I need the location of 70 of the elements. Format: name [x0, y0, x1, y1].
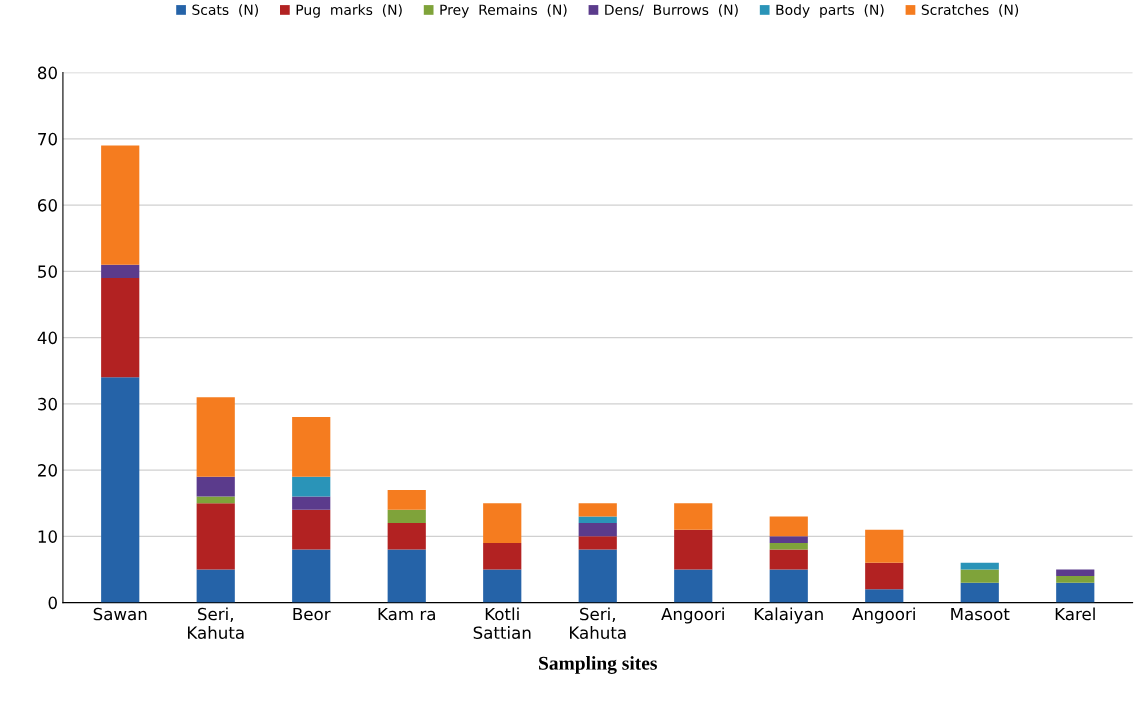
x-tick-label: Sawan: [93, 607, 147, 621]
bar: [196, 476, 235, 497]
bar: [578, 536, 617, 550]
bar: [769, 549, 808, 570]
x-tick-label: Beor: [293, 607, 331, 621]
bar: [865, 529, 904, 563]
bar: [483, 542, 522, 570]
y-tick-label: 20: [38, 464, 57, 477]
bar: [769, 516, 808, 537]
bar: [1056, 582, 1095, 603]
x-tick-label: Kam ra: [378, 607, 435, 621]
bar: [196, 569, 235, 603]
x-tick-label: Kotli Sattian: [473, 607, 531, 640]
bar: [960, 569, 999, 583]
bar: [578, 503, 617, 517]
y-tick-label: 30: [38, 397, 57, 411]
x-tick-label: Kalaiyan: [754, 607, 823, 624]
y-tick-label: 70: [38, 132, 57, 146]
bar: [865, 562, 904, 590]
legend-label: Pug marks (N): [296, 4, 402, 18]
bar: [960, 582, 999, 603]
bar: [1056, 576, 1095, 583]
bar: [292, 549, 331, 603]
legend-label: Dens/ Burrows (N): [605, 4, 738, 17]
x-tick-label: Seri, Kahuta: [188, 607, 244, 640]
bar: [196, 397, 235, 477]
bar: [483, 503, 522, 543]
bar: [387, 549, 426, 603]
bar: [578, 516, 617, 524]
bar: [769, 536, 808, 543]
bar: [292, 417, 331, 477]
bar: [578, 523, 617, 537]
bar: [483, 569, 522, 603]
bar: [674, 569, 713, 603]
bar: [387, 509, 426, 524]
bar: [387, 489, 426, 510]
bar: [674, 503, 713, 530]
bar: [1056, 569, 1095, 577]
x-tick-label: Masoot: [951, 607, 1010, 621]
bar: [101, 277, 140, 378]
bar: [578, 549, 617, 603]
x-tick-label: Karel: [1055, 607, 1095, 621]
y-tick-label: 60: [38, 199, 57, 212]
bar: [292, 509, 331, 550]
x-tick-label: Angoori: [661, 607, 724, 624]
x-tick-label: Angoori: [852, 607, 915, 624]
bar: [101, 377, 140, 603]
x-axis-title: Sampling sites: [539, 656, 657, 674]
bar: [865, 589, 904, 603]
y-tick-label: 40: [37, 331, 57, 345]
x-tick-label: Seri, Kahuta: [570, 607, 626, 640]
bar: [769, 569, 808, 603]
bar: [101, 264, 140, 278]
bar: [196, 503, 235, 570]
y-tick-label: 50: [38, 265, 57, 278]
legend-label: Body parts (N): [776, 4, 884, 18]
legend-label: Prey Remains (N): [440, 4, 567, 18]
bar: [769, 542, 808, 550]
legend-label: Scats (N): [192, 4, 258, 17]
bar: [387, 523, 426, 550]
bar: [674, 529, 713, 570]
bar: [196, 496, 235, 504]
y-tick-label: 0: [48, 596, 57, 610]
bar: [960, 562, 999, 570]
legend-label: Scratches (N): [921, 4, 1019, 17]
y-tick-label: 80: [37, 66, 57, 80]
bar: [292, 476, 331, 497]
y-tick-label: 10: [38, 530, 57, 543]
bar: [292, 496, 331, 510]
bar: [101, 145, 140, 265]
